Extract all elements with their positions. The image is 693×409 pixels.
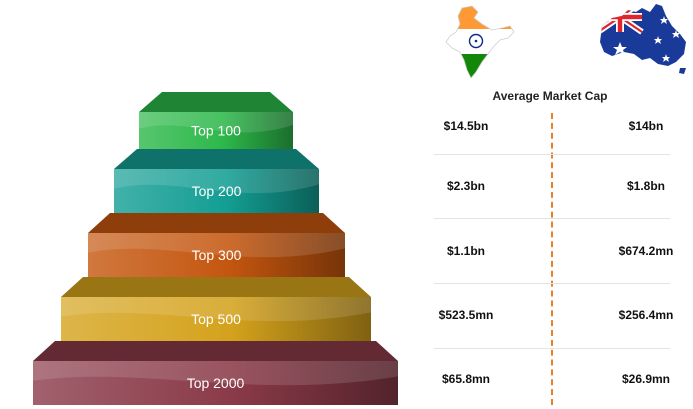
india-value-top-300: $1.1bn [446, 244, 486, 258]
australia-value-top-100: $14bn [628, 119, 664, 133]
tier-top-300: Top 300 [88, 213, 345, 277]
row-separator [434, 348, 670, 349]
tier-top-2000: Top 2000 [33, 341, 398, 405]
row-separator [434, 218, 670, 219]
tier-front-face [61, 297, 371, 341]
india-value-top-200: $2.3bn [446, 179, 486, 193]
india-value-top-500: $523.5mn [438, 308, 494, 322]
tier-label: Top 100 [191, 123, 241, 139]
tier-label: Top 500 [191, 311, 241, 327]
australia-value-top-300: $674.2mn [618, 244, 674, 258]
tier-top-200: Top 200 [114, 149, 319, 213]
australia-map-icon [600, 4, 686, 74]
tier-top-face [139, 92, 293, 112]
tier-front-face [139, 112, 293, 149]
row-separator [434, 283, 670, 284]
tier-top-face [114, 149, 319, 169]
india-map-icon [445, 5, 515, 79]
column-divider [551, 113, 553, 405]
tier-label: Top 300 [192, 247, 242, 263]
tier-front-face [88, 233, 345, 277]
table-header: Average Market Cap [492, 89, 608, 103]
tier-top-500: Top 500 [61, 277, 371, 341]
tier-top-face [33, 341, 398, 361]
tier-label: Top 200 [192, 183, 242, 199]
australia-value-top-200: $1.8bn [626, 179, 666, 193]
australia-value-top-500: $256.4mn [618, 308, 674, 322]
india-value-top-100: $14.5bn [443, 119, 489, 133]
australia-value-top-2000: $26.9mn [621, 372, 671, 386]
tier-top-face [61, 277, 371, 297]
tier-front-face [33, 361, 398, 405]
tier-top-face [88, 213, 345, 233]
tier-front-face [114, 169, 319, 213]
row-separator [434, 154, 670, 155]
india-value-top-2000: $65.8mn [441, 372, 491, 386]
tier-top-100: Top 100 [139, 92, 293, 149]
tier-label: Top 2000 [187, 375, 245, 391]
